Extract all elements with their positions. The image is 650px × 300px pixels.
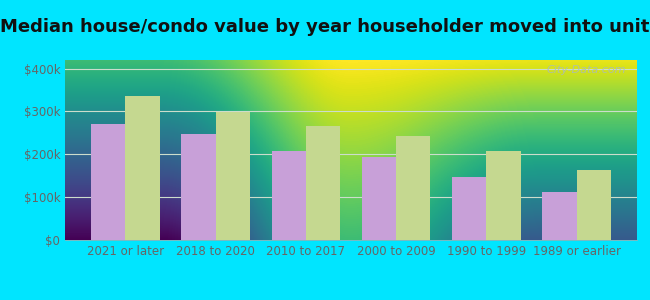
Bar bbox=[91, 124, 125, 240]
Text: Median house/condo value by year householder moved into unit: Median house/condo value by year househo… bbox=[0, 18, 650, 36]
Bar bbox=[396, 136, 430, 240]
Bar bbox=[542, 192, 577, 240]
Bar bbox=[362, 157, 396, 240]
Bar bbox=[216, 112, 250, 240]
Bar bbox=[486, 151, 521, 240]
Bar bbox=[125, 96, 160, 240]
Bar bbox=[452, 177, 486, 240]
Text: City-Data.com: City-Data.com bbox=[546, 65, 625, 75]
Bar bbox=[181, 134, 216, 240]
Bar bbox=[272, 151, 306, 240]
Bar bbox=[577, 170, 611, 240]
Bar bbox=[306, 126, 340, 240]
